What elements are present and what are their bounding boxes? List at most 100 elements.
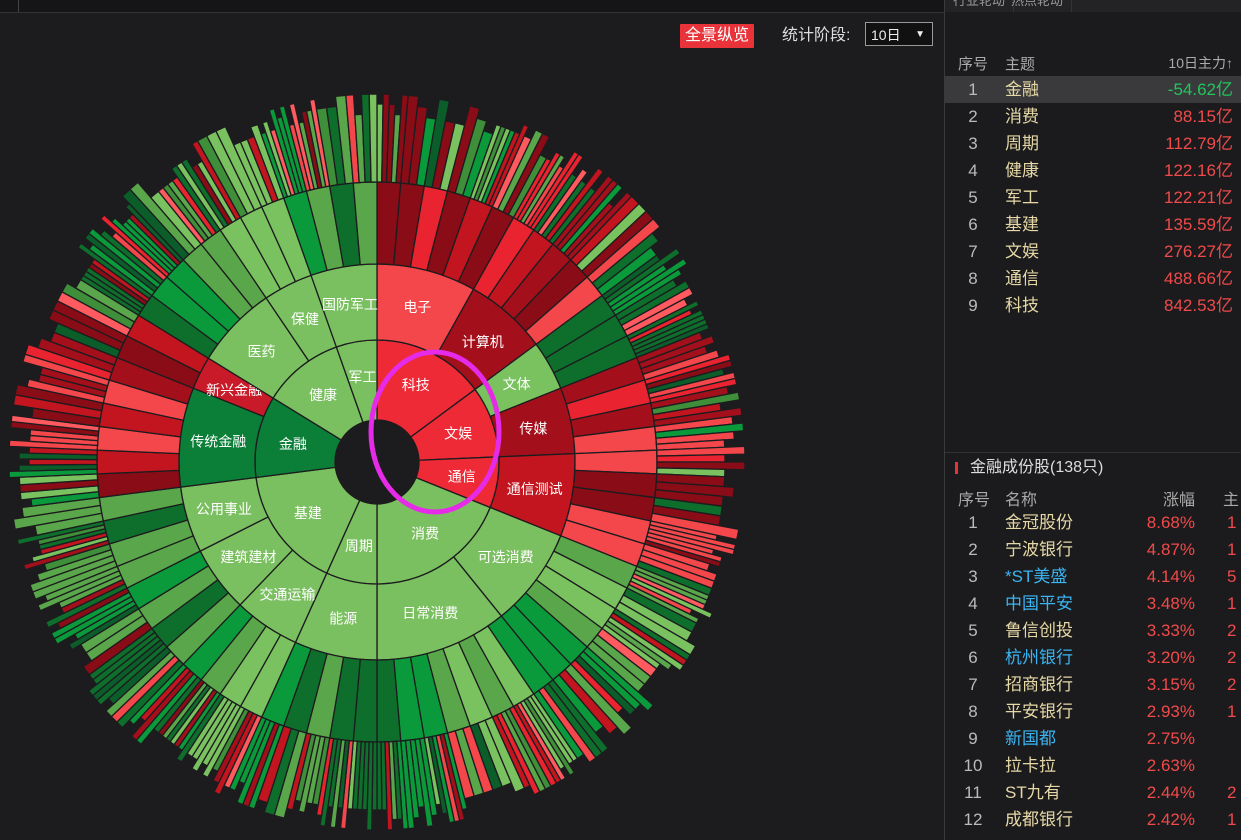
stocks-header-name[interactable]: 名称 — [1005, 492, 1038, 509]
period-select[interactable]: 10日 ▼ — [865, 22, 933, 46]
stock-name: *ST美盛 — [1005, 567, 1068, 586]
stocks-header-idx[interactable]: 序号 — [958, 492, 991, 509]
stock-main: 2 — [1227, 675, 1237, 694]
sub-sector-label: 通信测试 — [507, 482, 563, 498]
stock-segment[interactable] — [656, 453, 726, 463]
sub-sector-label: 传统金融 — [190, 435, 246, 451]
stock-change: 2.93% — [1146, 702, 1195, 721]
row-index: 3 — [968, 567, 978, 586]
stock-name: 杭州银行 — [1005, 648, 1073, 667]
row-index: 4 — [968, 161, 978, 180]
stock-main: 5 — [1227, 567, 1237, 586]
table-row[interactable]: 1 金冠股份 8.68% 1 — [945, 509, 1241, 536]
sub-sector-label: 电子 — [403, 300, 431, 316]
sub-sector-label: 能源 — [329, 611, 357, 627]
stock-change: 3.48% — [1146, 594, 1195, 613]
row-index: 10 — [963, 756, 983, 775]
stock-change: 4.14% — [1146, 567, 1195, 586]
stock-name: 招商银行 — [1005, 675, 1073, 694]
tab-hotspot-rotation[interactable]: 热点轮动 — [1003, 0, 1073, 12]
ranking-header-theme[interactable]: 主题 — [1005, 56, 1036, 73]
period-label: 统计阶段: — [782, 27, 851, 44]
stock-change: 3.33% — [1146, 621, 1195, 640]
stock-segment[interactable] — [368, 93, 378, 183]
panel-divider[interactable] — [944, 0, 945, 840]
row-index: 12 — [963, 810, 983, 829]
stock-name: 宁波银行 — [1005, 540, 1073, 559]
panorama-button[interactable]: 全景纵览 — [680, 24, 755, 48]
stocks-section-header: 金融成份股(138只) — [945, 452, 1241, 483]
table-row[interactable]: 11 ST九有 2.44% 2 — [945, 779, 1241, 806]
highlight-annotation — [368, 349, 502, 515]
table-row[interactable]: 2 宁波银行 4.87% 1 — [945, 536, 1241, 563]
row-theme: 科技 — [1005, 296, 1039, 315]
row-value: 135.59亿 — [1164, 215, 1233, 234]
row-theme: 文娱 — [1005, 242, 1039, 261]
tab-industry-rotation[interactable]: 行业轮动 — [945, 0, 1015, 12]
stock-name: 新国都 — [1005, 729, 1056, 748]
table-row[interactable]: 4 中国平安 3.48% 1 — [945, 590, 1241, 617]
table-row[interactable]: 8 平安银行 2.93% 1 — [945, 698, 1241, 725]
stock-main: 1 — [1227, 594, 1237, 613]
table-row[interactable]: 7 招商银行 3.15% 2 — [945, 671, 1241, 698]
chevron-down-icon: ▼ — [915, 29, 925, 40]
row-value: 112.79亿 — [1165, 134, 1233, 153]
table-row[interactable]: 5 鲁信创投 3.33% 2 — [945, 617, 1241, 644]
row-theme: 消费 — [1005, 107, 1039, 126]
row-value: -54.62亿 — [1167, 80, 1233, 99]
row-index: 5 — [968, 188, 978, 207]
stock-segment[interactable] — [376, 741, 383, 811]
row-index: 8 — [968, 269, 978, 288]
stock-change: 2.44% — [1146, 783, 1195, 802]
sunburst-panel: 科技 电子 计算机 文娱 文体 传媒 通信 通信测试 消费 可选消费 日常消费 周期 能源 基建 交通运输 建… — [0, 0, 944, 840]
stock-main: 2 — [1227, 648, 1237, 667]
row-index: 7 — [968, 242, 978, 261]
stock-name: 拉卡拉 — [1005, 756, 1056, 775]
table-row[interactable]: 6 杭州银行 3.20% 2 — [945, 644, 1241, 671]
sub-sector-label: 国防军工 — [322, 297, 378, 313]
table-row[interactable]: 6 基建 135.59亿 — [945, 211, 1241, 238]
stock-main: 2 — [1227, 783, 1237, 802]
stock-name: 成都银行 — [1005, 810, 1073, 829]
table-row[interactable]: 3 *ST美盛 4.14% 5 — [945, 563, 1241, 590]
sub-sector-label: 交通运输 — [259, 587, 315, 604]
sub-sector-label: 新兴金融 — [206, 383, 262, 399]
sector-label: 基建 — [294, 505, 322, 522]
table-row[interactable]: 1 金融 -54.62亿 — [945, 76, 1241, 103]
stock-main: 1 — [1227, 513, 1237, 532]
table-row[interactable]: 9 新国都 2.75% — [945, 725, 1241, 752]
stock-change: 2.63% — [1146, 756, 1195, 775]
right-tabs: 行业轮动 热点轮动 — [945, 0, 1241, 12]
sector-label: 军工 — [348, 370, 376, 386]
row-index: 8 — [968, 702, 978, 721]
table-row[interactable]: 12 成都银行 2.42% 1 — [945, 806, 1241, 833]
table-row[interactable]: 7 文娱 276.27亿 — [945, 238, 1241, 265]
row-value: 488.66亿 — [1164, 269, 1233, 288]
stock-main: 1 — [1227, 540, 1237, 559]
table-row[interactable]: 10 拉卡拉 2.63% — [945, 752, 1241, 779]
row-index: 11 — [964, 783, 982, 802]
stock-change: 3.20% — [1146, 648, 1195, 667]
row-value: 122.21亿 — [1164, 188, 1233, 207]
table-row[interactable]: 4 健康 122.16亿 — [945, 157, 1241, 184]
table-row[interactable]: 5 军工 122.21亿 — [945, 184, 1241, 211]
stock-main: 1 — [1227, 810, 1237, 829]
table-row[interactable]: 2 消费 88.15亿 — [945, 103, 1241, 130]
table-row[interactable]: 9 科技 842.53亿 — [945, 292, 1241, 319]
sub-sector-label: 文体 — [503, 377, 531, 393]
table-row[interactable]: 8 通信 488.66亿 — [945, 265, 1241, 292]
stocks-header-change[interactable]: 涨幅 — [1163, 492, 1196, 509]
period-value: 10日 — [871, 27, 901, 43]
stock-name: 中国平安 — [1005, 594, 1073, 613]
row-value: 842.53亿 — [1164, 296, 1233, 315]
ranking-header-value[interactable]: 10日主力↑ — [1168, 55, 1233, 71]
row-index: 3 — [968, 134, 978, 153]
table-row[interactable]: 3 周期 112.79亿 — [945, 130, 1241, 157]
stock-name: 平安银行 — [1005, 702, 1073, 721]
stocks-header-main[interactable]: 主 — [1223, 492, 1240, 509]
sub-sector-label: 医药 — [247, 344, 275, 360]
ranking-header-idx[interactable]: 序号 — [958, 56, 989, 73]
row-value: 122.16亿 — [1164, 161, 1233, 180]
sub-sector-label: 计算机 — [462, 335, 504, 351]
